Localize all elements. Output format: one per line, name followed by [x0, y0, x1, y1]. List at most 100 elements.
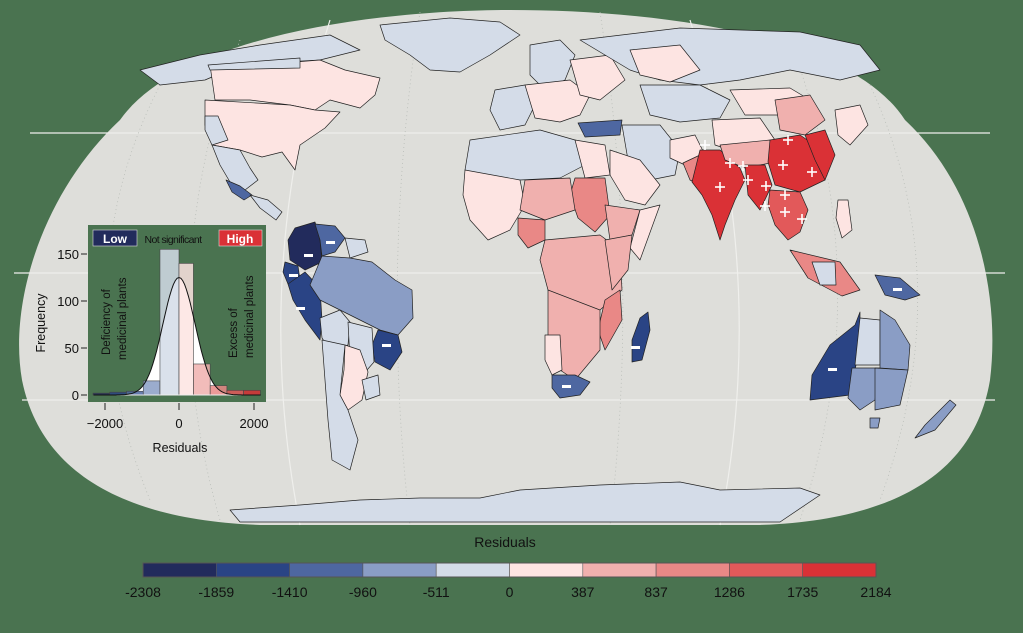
legend-swatch	[655, 562, 730, 578]
legend-swatch	[142, 562, 217, 578]
legend-break-label: 837	[644, 584, 668, 600]
legend-swatch	[729, 562, 804, 578]
region-nsw-vic[interactable]	[874, 367, 909, 411]
x-axis	[104, 403, 255, 410]
plus-marker	[700, 140, 710, 150]
badge-high	[218, 229, 263, 247]
legend-swatch	[362, 562, 437, 578]
region-bolivia[interactable]	[319, 309, 351, 351]
plus-marker	[760, 201, 770, 211]
minus-marker	[562, 385, 571, 388]
ytick-150: 150	[57, 247, 79, 262]
region-east-africa[interactable]	[604, 234, 633, 291]
legend-swatch	[289, 562, 364, 578]
x-axis-label: Residuals	[153, 441, 208, 455]
legend-break-label: 0	[506, 584, 514, 600]
region-borneo[interactable]	[811, 261, 837, 286]
legend-swatches	[142, 562, 877, 578]
normal-curve	[93, 276, 261, 396]
ytick-50: 50	[65, 341, 79, 356]
ytick-100: 100	[57, 294, 79, 309]
region-chad-niger[interactable]	[519, 177, 576, 221]
region-egypt[interactable]	[574, 139, 611, 179]
region-chile[interactable]	[321, 339, 359, 471]
legend-break-label: 1735	[787, 584, 818, 600]
high-markers	[700, 135, 817, 224]
region-mexico-south[interactable]	[225, 179, 253, 201]
region-west-africa[interactable]	[462, 169, 526, 241]
graticule-dotted	[107, 11, 919, 526]
region-uruguay[interactable]	[361, 374, 381, 401]
region-central-america[interactable]	[249, 194, 283, 221]
region-western-australia[interactable]	[809, 311, 861, 401]
region-queensland[interactable]	[879, 309, 911, 371]
xtick-0: 0	[175, 416, 182, 431]
region-horn[interactable]	[629, 204, 661, 261]
region-turkey[interactable]	[577, 119, 623, 138]
legend-break-label: -960	[349, 584, 377, 600]
legend-title: Residuals	[474, 534, 535, 550]
region-namibia[interactable]	[544, 334, 563, 376]
y-axis-label: Frequency	[34, 293, 48, 353]
plus-marker	[807, 167, 817, 177]
minus-marker	[296, 307, 305, 310]
plus-marker	[761, 181, 771, 191]
plus-marker	[738, 161, 748, 171]
xtick-neg2000: −2000	[87, 416, 124, 431]
inset-histogram: Low Not significant High Deficiency of m…	[34, 225, 268, 455]
region-tasmania[interactable]	[869, 417, 881, 429]
y-axis	[81, 253, 87, 396]
region-usa-west[interactable]	[204, 115, 229, 146]
plus-marker	[715, 182, 725, 192]
region-new-zealand[interactable]	[914, 399, 957, 439]
badge-mid-label: Not significant	[145, 234, 203, 246]
region-bangladesh-myanmar[interactable]	[744, 164, 773, 211]
region-guianas[interactable]	[344, 237, 369, 259]
legend-break-label: 1286	[714, 584, 745, 600]
region-papua-new-guinea[interactable]	[874, 274, 921, 301]
region-argentina-n[interactable]	[339, 344, 369, 411]
xtick-2000: 2000	[240, 416, 269, 431]
plus-marker	[778, 160, 788, 170]
legend-break-label: -1410	[272, 584, 308, 600]
region-canada[interactable]	[209, 59, 381, 111]
legend-break-label: -1859	[198, 584, 234, 600]
region-russia-w[interactable]	[629, 44, 701, 83]
region-eastern-europe[interactable]	[569, 54, 626, 101]
region-canada-north[interactable]	[207, 57, 301, 71]
region-china-north[interactable]	[774, 94, 826, 136]
region-central-europe[interactable]	[524, 79, 591, 123]
region-madagascar[interactable]	[631, 311, 651, 363]
legend-swatch	[509, 562, 584, 578]
legend-swatch	[582, 562, 657, 578]
region-china-east[interactable]	[804, 129, 836, 181]
region-se-asia[interactable]	[767, 189, 809, 241]
minus-marker	[289, 274, 298, 277]
histogram-bar	[243, 389, 261, 396]
region-kazakhstan[interactable]	[639, 84, 731, 123]
plus-marker	[780, 207, 790, 217]
region-nigeria[interactable]	[517, 217, 546, 249]
minus-marker	[326, 241, 335, 244]
badge-high-label: High	[227, 232, 254, 246]
region-venezuela[interactable]	[314, 223, 346, 257]
minus-marker	[304, 254, 313, 257]
plus-marker	[783, 135, 793, 145]
region-antarctica[interactable]	[229, 481, 821, 523]
left-annotation-1: Deficiency of	[101, 288, 113, 355]
region-korea-japan[interactable]	[834, 104, 869, 146]
region-greenland[interactable]	[379, 17, 521, 73]
low-markers	[289, 241, 902, 388]
histogram-bars	[92, 249, 261, 396]
plus-marker	[780, 190, 790, 200]
legend-break-label: -511	[423, 584, 450, 600]
region-philippines[interactable]	[835, 199, 853, 239]
region-scandinavia[interactable]	[529, 39, 576, 91]
region-mexico[interactable]	[211, 144, 259, 191]
ytick-0: 0	[72, 388, 79, 403]
right-annotation-2: medicinal plants	[244, 275, 256, 358]
left-annotation-2: medicinal plants	[117, 277, 129, 360]
minus-marker	[893, 288, 902, 291]
plus-marker	[743, 175, 753, 185]
